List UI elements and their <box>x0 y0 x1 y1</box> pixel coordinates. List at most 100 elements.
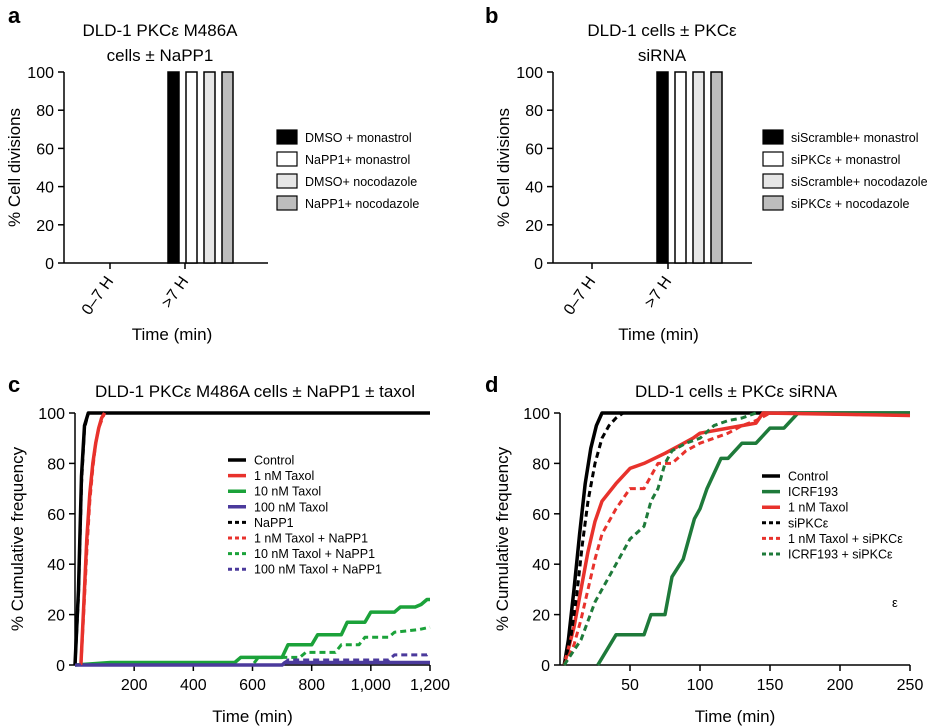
panel-a-y-tick-label: 20 <box>36 218 54 235</box>
panel-c-legend-label: 1 nM Taxol + NaPP1 <box>254 532 368 546</box>
panel-d-y-tick-label: 80 <box>532 456 550 473</box>
panel-b-y-tick-label: 0 <box>534 256 543 273</box>
panel-a-xlabel: Time (min) <box>132 325 213 344</box>
panel-b-label: b <box>485 3 498 28</box>
panel-c-ylabel: % Cumulative frequency <box>8 446 27 631</box>
panel-b-legend-label: siScramble+ nocodazole <box>791 175 928 189</box>
panel-b-y-tick-label: 40 <box>525 180 543 197</box>
panel-b-bar <box>656 71 669 264</box>
panel-d-series-line <box>562 411 624 666</box>
panel-c-series-line <box>73 411 430 666</box>
panel-b-xlabel: Time (min) <box>618 325 699 344</box>
panel-d-series-line <box>562 411 910 666</box>
panel-a-y-tick-label: 100 <box>27 65 54 82</box>
panel-d-x-tick-label: 150 <box>757 677 784 694</box>
panel-d-title: DLD-1 cells ± PKCε siRNA <box>635 382 838 401</box>
panel-a-x-tick-label: 0–7 H <box>79 274 117 319</box>
panel-d-y-tick-label: 100 <box>523 406 550 423</box>
panel-d-x-tick-label: 250 <box>897 677 924 694</box>
panel-d-legend-label: ICRF193 <box>788 485 838 499</box>
panel-c-x-tick-label: 1,200 <box>410 677 450 694</box>
panel-a-bar <box>203 71 216 264</box>
panel-d-label: d <box>485 372 498 397</box>
panel-c-x-tick-label: 600 <box>239 677 266 694</box>
panel-a-y-tick-label: 0 <box>45 256 54 273</box>
panel-b-y-tick-label: 20 <box>525 218 543 235</box>
panel-b-x-tick-label: 0–7 H <box>561 274 599 319</box>
panel-c-y-tick-label: 100 <box>38 406 65 423</box>
panel-d-legend-label: siPKCε <box>788 516 829 530</box>
panel-c-y-tick-label: 0 <box>56 658 65 675</box>
panel-a-title: DLD-1 PKCε M486A <box>83 21 239 40</box>
panel-d-x-tick-label: 100 <box>687 677 714 694</box>
panel-b-legend-label: siPKCε + nocodazole <box>791 197 910 211</box>
panel-b-legend-swatch <box>762 173 784 189</box>
panel-d-y-tick-label: 20 <box>532 608 550 625</box>
panel-b-bar <box>710 71 723 264</box>
panel-b-title: DLD-1 cells ± PKCε <box>587 21 737 40</box>
panel-a-y-tick-label: 40 <box>36 180 54 197</box>
panel-a-y-tick-label: 80 <box>36 103 54 120</box>
panel-b-legend-label: siScramble+ monastrol <box>791 131 918 145</box>
panel-c-series-line <box>75 625 431 667</box>
panel-a-ylabel: % Cell divisions <box>5 108 24 227</box>
panel-d-x-tick-label: 200 <box>827 677 854 694</box>
panel-d-series-line <box>562 411 911 666</box>
panel-b-ylabel: % Cell divisions <box>494 108 513 227</box>
panel-c-legend-label: 1 nM Taxol <box>254 469 314 483</box>
panel-c-y-tick-label: 80 <box>47 456 65 473</box>
panel-a-legend-swatch <box>276 151 298 167</box>
panel-c-y-tick-label: 40 <box>47 557 65 574</box>
panel-a-bar <box>185 71 198 264</box>
panel-a-legend-label: NaPP1+ nocodazole <box>305 197 419 211</box>
panel-c-x-tick-label: 800 <box>298 677 325 694</box>
panel-a-bar <box>167 71 180 264</box>
panel-b-legend-label: siPKCε + monastrol <box>791 153 900 167</box>
panel-b-bar <box>674 71 687 264</box>
panel-c-xlabel: Time (min) <box>212 707 293 726</box>
panel-c-y-tick-label: 20 <box>47 608 65 625</box>
panel-a-legend-label: DMSO + monastrol <box>305 131 412 145</box>
panel-c-legend-label: 10 nM Taxol + NaPP1 <box>254 547 375 561</box>
panel-c-series-line <box>79 412 106 666</box>
panel-b-x-tick-label: >7 H <box>642 274 676 312</box>
panel-d-xlabel: Time (min) <box>695 707 776 726</box>
panel-a-legend-swatch <box>276 129 298 145</box>
panel-a-legend-label: DMSO+ nocodazole <box>305 175 417 189</box>
panel-c-legend-label: 10 nM Taxol <box>254 485 321 499</box>
panel-a-legend-swatch <box>276 195 298 211</box>
panel-c-legend-label: 100 nM Taxol + NaPP1 <box>254 563 382 577</box>
panel-b-title: siRNA <box>638 46 687 65</box>
panel-c-title: DLD-1 PKCε M486A cells ± NaPP1 ± taxol <box>95 382 415 401</box>
panel-d-x-tick-label: 50 <box>621 677 639 694</box>
panel-a-legend-swatch <box>276 173 298 189</box>
panel-c-x-tick-label: 1,000 <box>351 677 391 694</box>
panel-c-legend-label: Control <box>254 454 294 468</box>
panel-c-x-tick-label: 400 <box>180 677 207 694</box>
panel-d-legend-label: Control <box>788 470 828 484</box>
panel-a-legend-label: NaPP1+ monastrol <box>305 153 410 167</box>
panel-b-y-tick-label: 80 <box>525 103 543 120</box>
panel-c-series-line <box>74 597 430 667</box>
panel-c-series-line <box>75 651 431 667</box>
panel-d-legend-label: 1 nM Taxol + siPKCε <box>788 532 903 546</box>
panel-d-y-tick-label: 60 <box>532 507 550 524</box>
panel-c-y-tick-label: 60 <box>47 507 65 524</box>
panel-b-legend-swatch <box>762 195 784 211</box>
panel-d-legend-label: ICRF193 + siPKCε <box>788 548 893 562</box>
panel-d-y-tick-label: 40 <box>532 557 550 574</box>
panel-d-series-line <box>562 411 757 666</box>
panel-c-label: c <box>8 372 20 397</box>
panel-d-legend-label: 1 nM Taxol <box>788 501 848 515</box>
panel-d-note: ε <box>892 595 898 610</box>
panel-c-series-line <box>73 411 430 666</box>
panel-a-title: cells ± NaPP1 <box>107 46 214 65</box>
panel-d-y-tick-label: 0 <box>541 658 550 675</box>
panel-b-legend-swatch <box>762 129 784 145</box>
panel-a-label: a <box>8 3 21 28</box>
panel-b-y-tick-label: 100 <box>516 65 543 82</box>
panel-c-legend-label: 100 nM Taxol <box>254 500 328 514</box>
panel-c-x-tick-label: 200 <box>121 677 148 694</box>
panel-c-legend-label: NaPP1 <box>254 516 294 530</box>
